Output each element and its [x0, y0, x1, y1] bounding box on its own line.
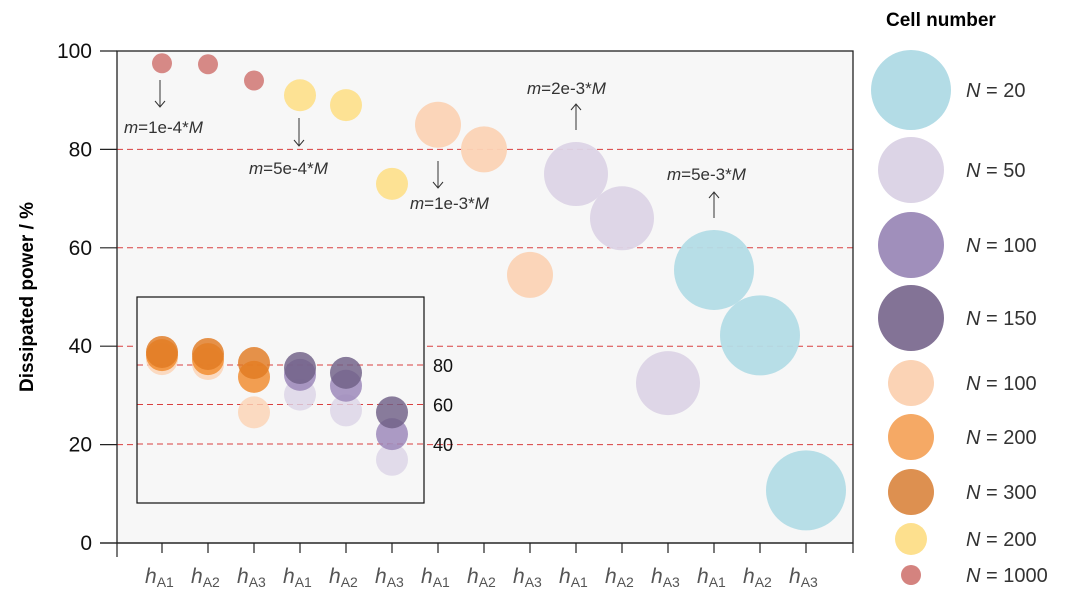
data-point: [198, 54, 218, 75]
annotation-label: m=5e-4*M: [249, 159, 329, 178]
legend: Cell number N = 20 N = 50 N = 100 N = 150 N =…: [871, 10, 1048, 587]
arrow-head-icon: [432, 181, 444, 189]
x-tick-label: hA3: [513, 565, 542, 590]
data-point: [674, 229, 754, 310]
x-tick-label: hA3: [789, 565, 818, 590]
x-tick-label: hA2: [191, 565, 220, 590]
data-point: [636, 351, 700, 416]
data-point: [720, 295, 800, 376]
annotation-label: m=5e-3*M: [667, 165, 747, 184]
x-tick-label: hA3: [651, 565, 680, 590]
inset-data-point: [284, 351, 316, 384]
x-tick-label: hA2: [467, 565, 496, 590]
annotation-label: m=2e-3*M: [527, 79, 607, 98]
y-tick-label: 80: [69, 138, 92, 161]
data-point: [284, 79, 316, 112]
data-point: [415, 101, 461, 148]
inset-data-point: [330, 356, 362, 389]
legend-marker: [878, 212, 944, 278]
inset-data-point: [330, 394, 362, 427]
y-axis: 0 20 40 60 80 100: [57, 40, 117, 555]
data-points: [152, 53, 846, 531]
inset-tick-label: 40: [433, 435, 453, 455]
x-tick-label: hA1: [283, 565, 312, 590]
legend-title: Cell number: [886, 10, 996, 31]
x-axis: hA1 hA2 hA3 hA1 hA2 hA3 hA1 hA2 hA3 hA1 hA2 hA3 hA1 h…: [100, 542, 854, 590]
arrow-head-icon: [708, 191, 720, 199]
y-tick-label: 60: [69, 237, 92, 260]
legend-label: N = 200: [966, 529, 1037, 551]
y-tick-label: 100: [57, 40, 92, 63]
inset-data-point: [376, 396, 408, 429]
x-tick-label: hA2: [329, 565, 358, 590]
y-tick-label: 20: [69, 434, 92, 457]
y-tick-label: 40: [69, 335, 92, 358]
x-tick-label: hA1: [145, 565, 174, 590]
inset-data-point: [238, 396, 270, 429]
data-point: [544, 142, 608, 206]
legend-marker: [878, 285, 944, 351]
data-point: [766, 450, 846, 531]
data-point: [244, 70, 264, 91]
data-point: [507, 251, 553, 298]
inset-frame: [136, 296, 425, 504]
inset-data-point: [192, 337, 224, 370]
x-tick-label: hA1: [421, 565, 450, 590]
annotation-label: m=1e-4*M: [124, 118, 204, 137]
arrow-head-icon: [293, 139, 305, 147]
x-tick-label: hA3: [237, 565, 266, 590]
legend-label: N = 20: [966, 80, 1026, 102]
data-point: [376, 167, 408, 200]
annotations: m=1e-4*M m=5e-4*M m=1e-3*M m=2e-3*M m=5e-3*M: [124, 79, 747, 218]
inset-data-point: [238, 347, 270, 380]
data-point: [461, 126, 507, 173]
legend-marker: [895, 523, 927, 555]
x-tick-label: hA1: [697, 565, 726, 590]
arrow-head-icon: [570, 103, 582, 111]
legend-label: N = 300: [966, 482, 1037, 504]
legend-marker: [888, 469, 934, 515]
x-tick-label: hA2: [743, 565, 772, 590]
y-axis-label: Dissipated power / %: [17, 202, 38, 392]
legend-marker: [888, 414, 934, 460]
x-tick-label: hA3: [375, 565, 404, 590]
inset-plot: 80 60 40: [136, 296, 453, 504]
legend-marker: [901, 565, 921, 585]
inset-data-point: [376, 443, 408, 476]
annotation-label: m=1e-3*M: [410, 194, 490, 213]
x-tick-label: hA2: [605, 565, 634, 590]
legend-marker: [878, 137, 944, 203]
data-point: [330, 89, 362, 122]
y-tick-label: 0: [80, 532, 92, 555]
legend-label: N = 150: [966, 308, 1037, 330]
legend-marker: [888, 360, 934, 406]
inset-tick-label: 60: [433, 396, 453, 416]
legend-label: N = 1000: [966, 565, 1048, 587]
inset-background: [137, 297, 424, 503]
legend-label: N = 200: [966, 427, 1037, 449]
inset-tick-label: 80: [433, 356, 453, 376]
legend-marker: [871, 50, 951, 130]
inset-data-point: [146, 335, 178, 368]
legend-label: N = 100: [966, 373, 1037, 395]
arrow-head-icon: [154, 100, 166, 108]
legend-label: N = 100: [966, 235, 1037, 257]
legend-label: N = 50: [966, 160, 1026, 182]
data-point: [590, 186, 654, 251]
x-tick-label: hA1: [559, 565, 588, 590]
data-point: [152, 53, 172, 74]
